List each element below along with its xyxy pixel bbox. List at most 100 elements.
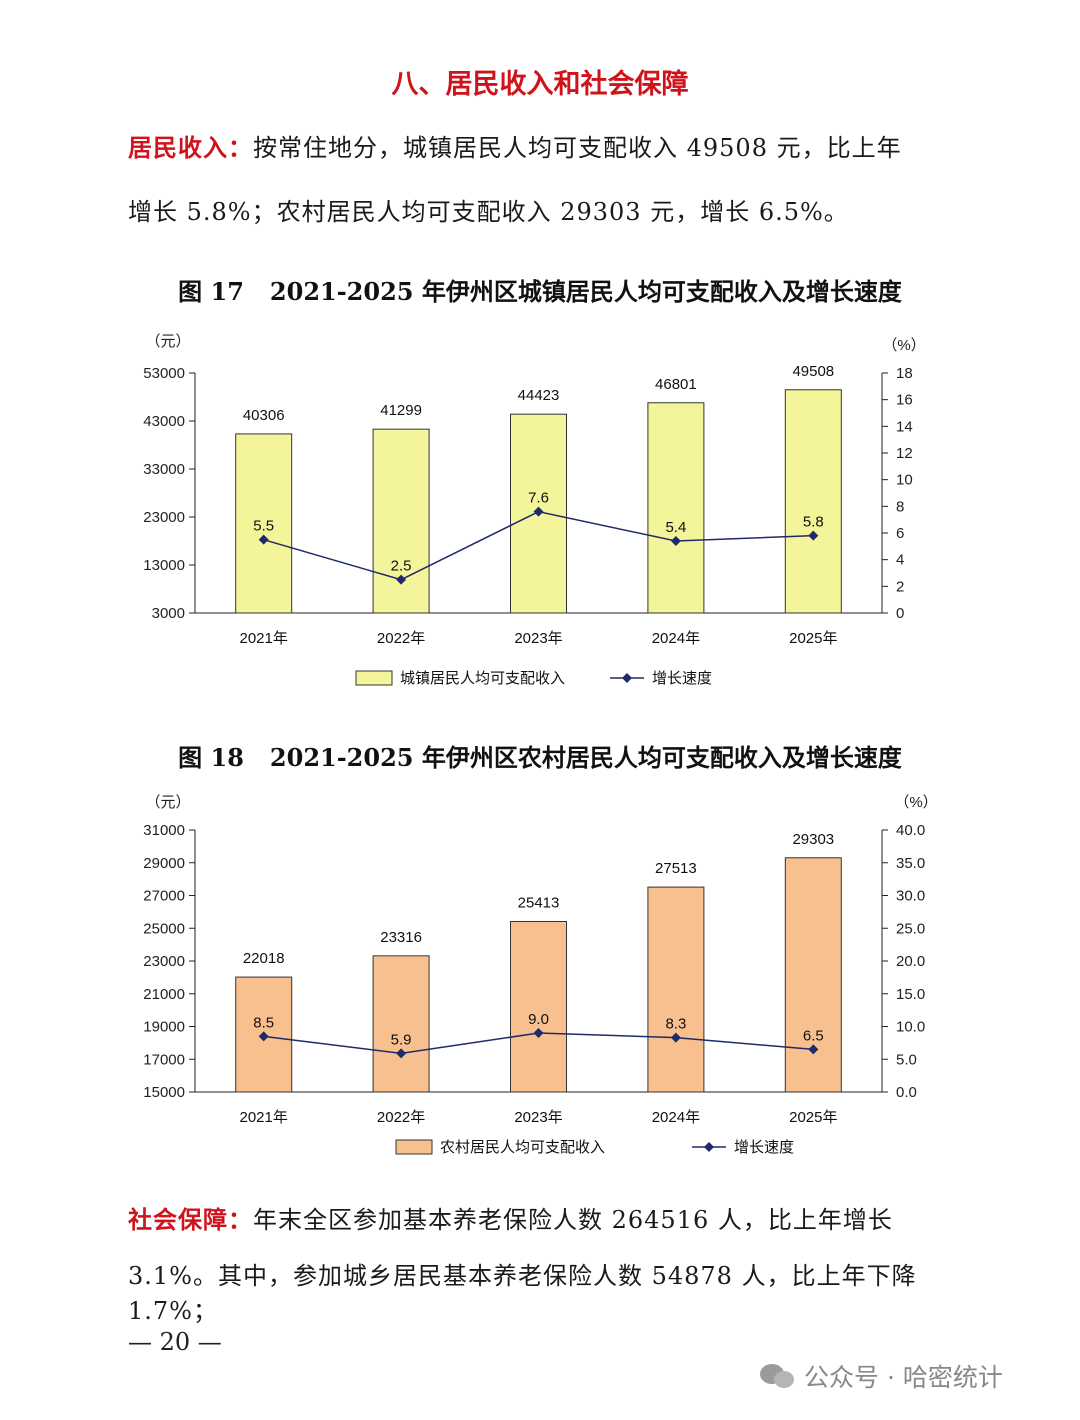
right-axis-unit: （%） (882, 337, 925, 354)
growth-value-label: 7.6 (528, 490, 549, 507)
legend-line-label: 增长速度 (734, 1139, 794, 1156)
bar (784, 857, 842, 1093)
social-paragraph-line2: 3.1%。其中，参加城乡居民基本养老保险人数 54878 人，比上年下降 1.7… (128, 1256, 968, 1326)
growth-point (808, 1044, 819, 1055)
right-tick-label: 15.0 (896, 986, 925, 1003)
bar (372, 955, 430, 1093)
figure-17-caption: 2021-2025 年伊州区城镇居民人均可支配收入及增长速度 (269, 277, 902, 306)
bar-value-label: 25413 (518, 894, 560, 911)
right-tick-label: 14 (896, 418, 913, 435)
rural-income-chart: （元） （%） 15000 17000 19000 21000 23000 25000 2700… (143, 794, 937, 1156)
growth-value-label: 9.0 (528, 1011, 549, 1028)
right-tick-label: 25.0 (896, 920, 925, 937)
growth-point (396, 1048, 407, 1059)
right-tick-label: 18 (896, 365, 913, 382)
x-tick-label: 2024年 (652, 630, 700, 647)
right-tick-label: 8 (896, 498, 904, 515)
bar-value-label: 40306 (243, 407, 285, 424)
left-tick-label: 27000 (143, 888, 185, 905)
left-tick-label: 53000 (143, 365, 185, 382)
bar (784, 389, 842, 614)
watermark-text: 公众号 · 哈密统计 (804, 1363, 1003, 1392)
left-tick-label: 15000 (143, 1084, 185, 1101)
left-tick-label: 33000 (143, 461, 185, 478)
x-tick-label: 2022年 (377, 1109, 425, 1126)
income-lead: 居民收入： (128, 134, 253, 162)
x-tick-label: 2021年 (240, 630, 288, 647)
x-tick-label: 2023年 (514, 630, 562, 647)
figure-18-caption: 2021-2025 年伊州区农村居民人均可支配收入及增长速度 (269, 743, 902, 772)
legend-bar-label: 城镇居民人均可支配收入 (400, 670, 565, 687)
bar (235, 433, 293, 614)
growth-value-label: 5.8 (803, 514, 824, 531)
social-text-1: 年末全区参加基本养老保险人数 264516 人，比上年增长 (253, 1206, 893, 1234)
right-tick-label: 40.0 (896, 822, 925, 839)
x-tick-label: 2022年 (377, 630, 425, 647)
bar (647, 886, 705, 1093)
x-tick-label: 2025年 (789, 1109, 837, 1126)
legend-bar-swatch (355, 670, 393, 686)
figure-18-title: 图 18 2021-2025 年伊州区农村居民人均可支配收入及增长速度 (0, 738, 1080, 773)
x-tick-label: 2023年 (514, 1109, 562, 1126)
legend-line-marker (704, 1142, 714, 1152)
bar-value-label: 29303 (792, 831, 834, 848)
right-tick-label: 35.0 (896, 855, 925, 872)
growth-value-label: 8.3 (665, 1016, 686, 1033)
social-lead: 社会保障： (128, 1206, 253, 1234)
right-tick-label: 6 (896, 525, 904, 542)
growth-value-label: 5.5 (253, 518, 274, 535)
watermark: 公众号 · 哈密统计 (760, 1358, 1003, 1394)
figure-18-number: 图 18 (178, 743, 244, 772)
bar (372, 428, 430, 614)
right-tick-label: 5.0 (896, 1051, 917, 1068)
right-tick-label: 4 (896, 552, 904, 569)
right-tick-label: 2 (896, 578, 904, 595)
right-tick-label: 12 (896, 445, 913, 462)
growth-point (533, 506, 544, 517)
growth-value-label: 6.5 (803, 1027, 824, 1044)
bar (647, 402, 705, 614)
growth-point (258, 1031, 269, 1042)
section-title: 八、居民收入和社会保障 (391, 69, 689, 100)
growth-point (396, 574, 407, 585)
left-tick-label: 21000 (143, 986, 185, 1003)
legend-line-marker (622, 673, 632, 683)
figure-17-number: 图 17 (178, 277, 244, 306)
income-text-2: 增长 5.8%；农村居民人均可支配收入 29303 元，增长 6.5%。 (128, 198, 849, 226)
left-tick-label: 25000 (143, 920, 185, 937)
bar (510, 920, 567, 1093)
left-tick-label: 43000 (143, 413, 185, 430)
income-text-1: 按常住地分，城镇居民人均可支配收入 49508 元，比上年 (253, 134, 902, 162)
left-axis-unit: （元） (145, 333, 190, 350)
left-axis-unit: （元） (145, 794, 190, 811)
right-tick-label: 10.0 (896, 1019, 925, 1036)
right-tick-label: 10 (896, 472, 913, 489)
income-paragraph-line2: 增长 5.8%；农村居民人均可支配收入 29303 元，增长 6.5%。 (128, 192, 968, 227)
income-paragraph-line1: 居民收入：按常住地分，城镇居民人均可支配收入 49508 元，比上年 (128, 128, 968, 163)
left-tick-label: 19000 (143, 1019, 185, 1036)
social-text-2: 3.1%。其中，参加城乡居民基本养老保险人数 54878 人，比上年下降 1.7… (128, 1262, 917, 1325)
social-paragraph-line1: 社会保障：年末全区参加基本养老保险人数 264516 人，比上年增长 (128, 1200, 968, 1235)
legend-bar-swatch (395, 1139, 433, 1155)
growth-value-label: 2.5 (391, 558, 412, 575)
wechat-icon (760, 1362, 796, 1390)
bar-value-label: 27513 (655, 860, 697, 877)
legend-line-label: 增长速度 (652, 670, 712, 687)
growth-point (258, 534, 269, 545)
bar-value-label: 49508 (792, 363, 834, 380)
bar-value-label: 46801 (655, 376, 697, 393)
right-tick-label: 0.0 (896, 1084, 917, 1101)
growth-value-label: 5.9 (391, 1031, 412, 1048)
x-tick-label: 2024年 (652, 1109, 700, 1126)
growth-point (670, 1032, 681, 1043)
right-axis-unit: （%） (894, 794, 937, 811)
left-tick-label: 23000 (143, 509, 185, 526)
growth-point (670, 536, 681, 546)
urban-income-chart: （元） （%）3000130002300033000430005300002468… (143, 333, 925, 687)
left-tick-label: 3000 (152, 605, 185, 622)
growth-value-label: 5.4 (665, 519, 686, 536)
x-tick-label: 2021年 (240, 1109, 288, 1126)
bar-value-label: 41299 (380, 402, 422, 419)
bar-value-label: 22018 (243, 950, 285, 967)
left-tick-label: 29000 (143, 855, 185, 872)
